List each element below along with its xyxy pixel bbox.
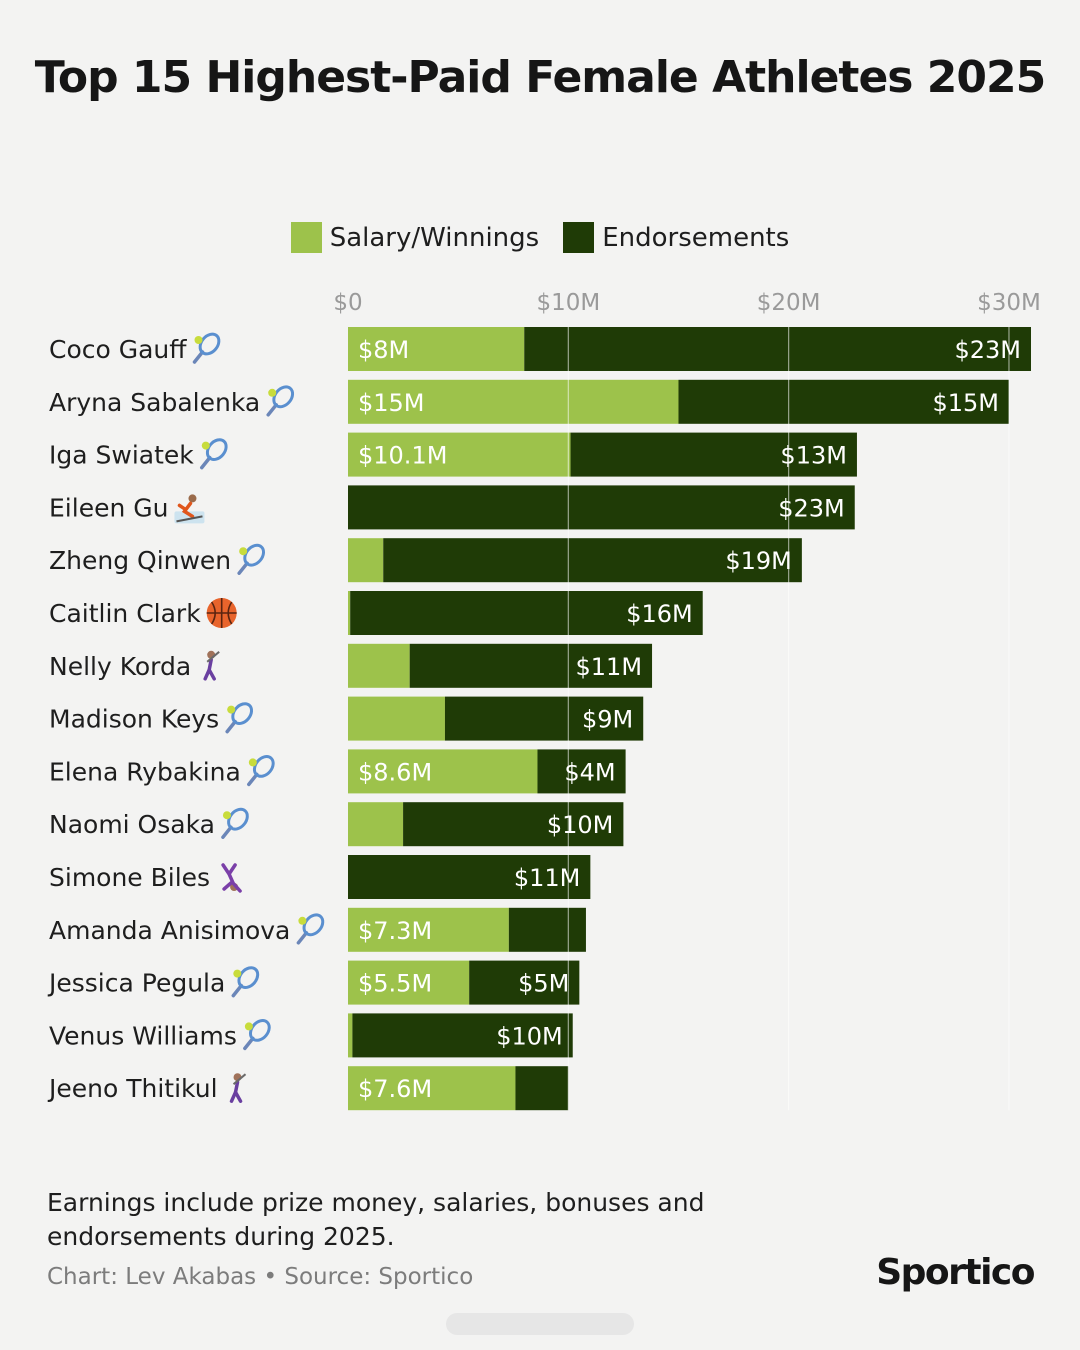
data-label-endorsements: $13M (780, 442, 847, 470)
data-label-endorsements: $11M (514, 864, 581, 892)
bar-endorsements (537, 749, 626, 794)
data-label-endorsements: $5M (518, 970, 569, 998)
legend-label-endorsements: Endorsements (602, 222, 790, 253)
bar-salary-winnings (348, 643, 410, 688)
bar-salary-winnings (348, 591, 351, 635)
bar-salary-winnings (348, 327, 525, 371)
tennis-icon (243, 1019, 271, 1051)
x-tick-label: $0 (333, 290, 362, 316)
x-tick-label: $30M (977, 290, 1041, 316)
tennis-icon (231, 966, 260, 998)
bar-salary-winnings (348, 960, 470, 1005)
x-tick-label: $20M (757, 290, 821, 316)
bar-salary-winnings (348, 379, 679, 424)
basketball-icon (206, 598, 237, 628)
tennis-icon (247, 755, 275, 787)
data-label-salary: $8M (358, 336, 409, 364)
bar-endorsements (515, 1066, 569, 1111)
data-label-endorsements: $19M (725, 547, 792, 575)
athlete-name: Simone Biles (49, 863, 210, 892)
chart-title: Top 15 Highest-Paid Female Athletes 2025 (34, 52, 1047, 103)
data-label-endorsements: $9M (582, 706, 633, 734)
athlete-name: Jeeno Thitikul (47, 1074, 218, 1103)
bar-salary-winnings (348, 802, 404, 847)
bar-salary-winnings (348, 749, 538, 794)
data-label-salary: $7.6M (358, 1075, 432, 1103)
footnote: Earnings include prize money, salaries, … (47, 1188, 705, 1251)
sportico-logo: Sportico (876, 1252, 1035, 1293)
legend-swatch-salary (290, 222, 322, 253)
data-label-endorsements: $4M (564, 758, 615, 786)
bar-endorsements (383, 538, 802, 583)
bar-salary-winnings (348, 1013, 353, 1058)
data-label-salary: $8.6M (358, 758, 432, 786)
bar-salary-winnings (348, 432, 571, 477)
tennis-icon (225, 702, 254, 734)
athlete-name: Zheng Qinwen (49, 546, 231, 575)
data-label-salary: $15M (358, 389, 425, 417)
tennis-icon (200, 438, 228, 470)
skier-icon (174, 494, 205, 524)
tennis-icon (221, 807, 249, 839)
athlete-name: Aryna Sabalenka (49, 388, 260, 417)
legend-item-endorsements: Endorsements (563, 222, 789, 253)
bar-endorsements (403, 802, 624, 847)
bar-endorsements (350, 591, 703, 635)
bar-endorsements (409, 643, 653, 688)
data-label-salary: $7.3M (358, 917, 432, 945)
bar-endorsements (444, 696, 644, 741)
bar-endorsements (570, 432, 857, 477)
legend-label-salary: Salary/Winnings (329, 222, 540, 253)
home-indicator (446, 1313, 634, 1335)
bar-endorsements (348, 855, 591, 899)
gymnast-icon (221, 863, 242, 893)
data-label-endorsements: $23M (954, 336, 1021, 364)
athlete-name: Amanda Anisimova (49, 916, 290, 945)
bar-endorsements (348, 485, 855, 530)
bar-salary-winnings (348, 1066, 516, 1111)
data-label-endorsements: $10M (547, 811, 614, 839)
bar-salary-winnings (348, 696, 445, 741)
bar-endorsements (524, 327, 1031, 371)
bar-salary-winnings (348, 907, 509, 952)
golfer-icon (229, 1073, 247, 1103)
tennis-icon (296, 913, 325, 945)
legend: Salary/Winnings Endorsements (0, 222, 1080, 253)
bar-endorsements (678, 379, 1009, 424)
tennis-icon (192, 332, 221, 364)
legend-item-salary: Salary/Winnings (290, 222, 540, 253)
tennis-icon (266, 385, 295, 417)
athlete-name: Madison Keys (49, 705, 219, 734)
data-label-salary: $5.5M (358, 970, 432, 998)
athlete-name: Elena Rybakina (49, 757, 241, 786)
legend-swatch-endorsements (563, 222, 595, 253)
chart-credit: Chart: Lev Akabas • Source: Sportico (47, 1264, 474, 1290)
bar-salary-winnings (348, 538, 384, 583)
x-tick-label: $10M (536, 290, 600, 316)
data-label-salary: $10.1M (358, 442, 447, 470)
athlete-name: Venus Williams (49, 1021, 237, 1050)
bar-endorsements (352, 1013, 573, 1058)
athlete-name: Naomi Osaka (49, 810, 215, 839)
bar-endorsements (469, 960, 580, 1005)
bar-chart: $0 $10M $20M $30M Coco Gauff $8M $23M Aryna Sab… (47, 290, 1041, 1111)
data-label-endorsements: $11M (576, 653, 643, 681)
athlete-name: Nelly Korda (49, 652, 191, 681)
bar-endorsements (508, 907, 586, 952)
athlete-name: Coco Gauff (49, 335, 187, 364)
data-label-endorsements: $16M (626, 600, 693, 628)
data-label-endorsements: $23M (778, 494, 845, 522)
data-label-endorsements: $15M (932, 389, 999, 417)
athlete-name: Caitlin Clark (49, 599, 201, 628)
data-label-endorsements: $10M (496, 1022, 563, 1050)
athlete-name: Jessica Pegula (47, 969, 225, 998)
tennis-icon (237, 543, 266, 575)
athlete-name: Iga Swiatek (49, 441, 194, 470)
athlete-name: Eileen Gu (49, 493, 168, 522)
golfer-icon (203, 650, 220, 681)
